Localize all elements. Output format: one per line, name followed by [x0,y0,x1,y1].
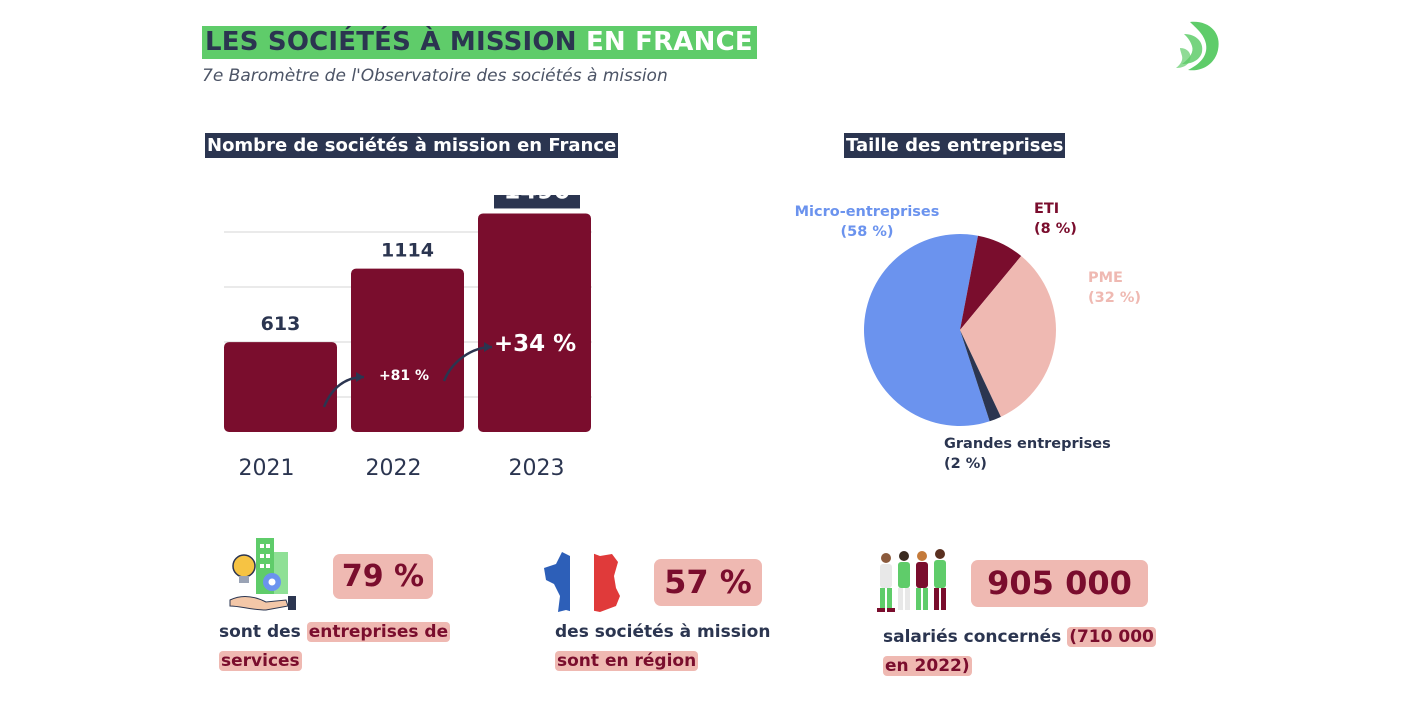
x-tick-label: 2023 [509,456,565,481]
pie-chart-title: Taille des entreprises [844,133,1066,158]
stat-value-region: 57 % [654,559,762,606]
observatoire-logo-icon [1176,21,1219,71]
value-label: 613 [261,313,301,335]
bar-2022 [351,268,464,432]
france-flag-map-icon [544,550,620,614]
growth-arrow-head [356,372,364,382]
page-title: LES SOCIÉTÉS À MISSION EN FRANCE [202,26,757,59]
value-label: 1490 [504,195,571,204]
bar-chart-title: Nombre de sociétés à mission en France [205,133,619,158]
idea-building-gear-icon [229,538,296,611]
pie-label-eti: ETI (8 %) [1034,201,1077,237]
employees-group-icon [877,549,946,612]
value-label-box [494,195,580,209]
bar-2021 [224,342,337,432]
x-tick-label: 2021 [239,456,295,481]
page-subtitle: 7e Baromètre de l'Observatoire des socié… [202,66,668,86]
pie-slice-micro-entreprises [864,234,990,426]
pie-slice-grandes-entreprises [960,330,1001,422]
stat-value-employees: 905 000 [971,560,1148,607]
value-label: 1114 [381,240,434,262]
pie-slice-pme [960,256,1056,417]
bar-2023 [478,213,591,432]
stat-text-services: sont des entreprises de services [219,622,451,671]
growth-arrow-head [484,342,492,352]
pie-slice-eti [960,235,1022,330]
bar-chart: 613 2021 1114 2022 1490 2023 +81 % +34 % [224,195,592,481]
pie-label-pme: PME (32 %) [1088,270,1142,306]
pie-label-micro: Micro-entreprises (58 %) [794,204,940,240]
stat-text-employees: salariés concernés (710 000 en 2022) [883,627,1156,676]
stat-value-services: 79 % [333,554,433,599]
pie-chart [864,234,1056,426]
growth-label: +34 % [494,331,576,357]
growth-label: +81 % [379,368,429,384]
pie-label-grandes: Grandes entreprises (2 %) [944,436,1111,472]
stat-text-region: des sociétés à mission sont en région [555,622,771,671]
x-tick-label: 2022 [366,456,422,481]
